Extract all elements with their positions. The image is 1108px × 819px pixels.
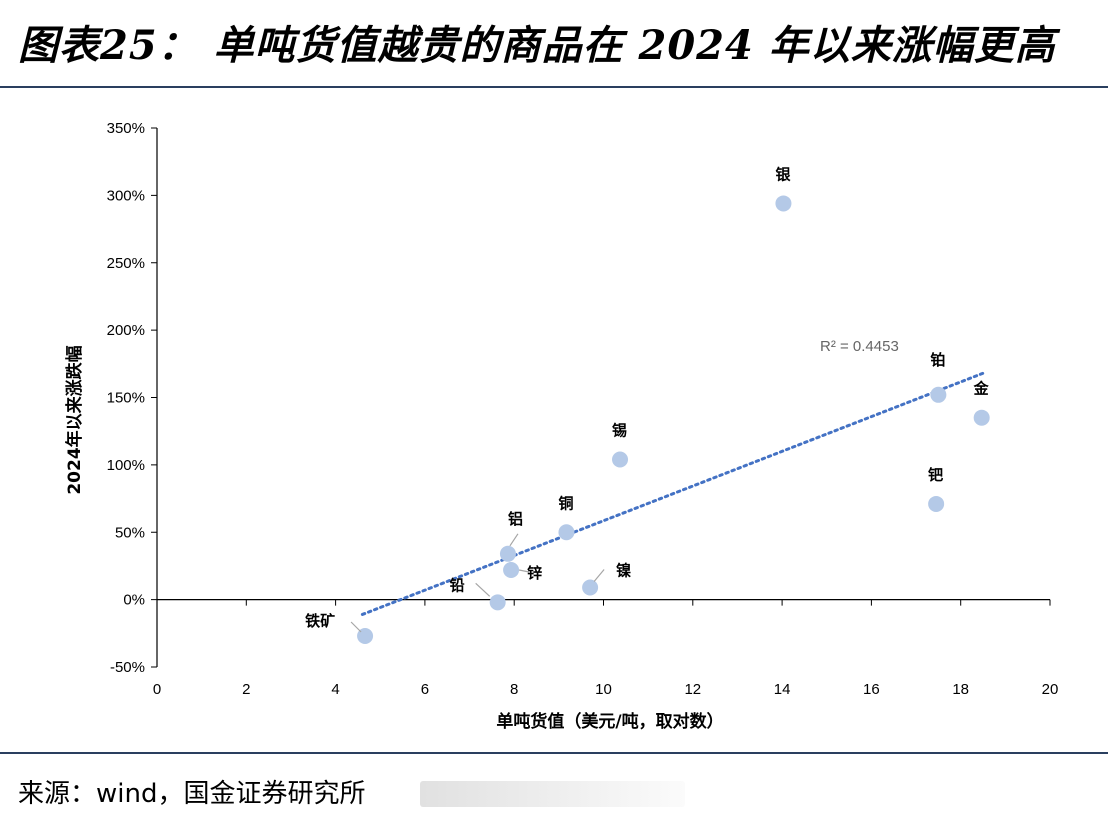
r-squared-label: R² = 0.4453 [820, 338, 899, 355]
point-label: 铝 [508, 510, 523, 528]
point-labels: 铁矿 铅 铝锌 铜镍 锡 银钯 铂金 [305, 165, 990, 633]
x-axis-title: 单吨货值（美元/吨，取对数） [496, 711, 723, 732]
footer-divider [0, 752, 1108, 754]
point-label: 锡 [612, 421, 627, 439]
y-tick-label: 0% [123, 592, 145, 609]
point-label: 铁矿 [305, 612, 335, 630]
x-tick-label: 14 [774, 681, 791, 698]
chart-axes: -50% 0% 50% 100% 150% 200% 250% 300% 350% 0 2 4 6 8 10… [107, 120, 1059, 698]
point-label: 镍 [616, 561, 631, 579]
x-tick-label: 16 [863, 681, 880, 698]
label-leader-line [518, 569, 530, 573]
data-point [775, 195, 792, 212]
y-tick-label: 350% [107, 120, 145, 137]
point-label: 铅 [450, 576, 465, 594]
source-note: 来源：wind，国金证券研究所 [18, 779, 366, 809]
x-tick-label: 2 [242, 681, 250, 698]
point-label: 银 [775, 165, 791, 183]
y-tick-label: 100% [107, 457, 145, 474]
data-point [928, 495, 945, 512]
data-point [503, 561, 520, 578]
data-point [973, 409, 990, 426]
x-tick-label: 20 [1042, 681, 1059, 698]
scatter-chart: -50% 0% 50% 100% 150% 200% 250% 300% 350% 0 2 4 6 8 10… [64, 120, 1059, 732]
y-tick-label: 200% [107, 322, 145, 339]
label-leader-line [593, 569, 605, 582]
x-tick-label: 18 [952, 681, 969, 698]
chart-title: 图表25： 单吨货值越贵的商品在 2024 年以来涨幅更高 [18, 22, 1056, 69]
y-tick-label: 50% [115, 524, 145, 541]
y-axis-title: 2024年以来涨跌幅 [64, 345, 85, 494]
x-tick-label: 0 [153, 681, 161, 698]
y-tick-label: 300% [107, 187, 145, 204]
label-leader-line [475, 582, 491, 597]
x-tick-label: 12 [684, 681, 701, 698]
data-point [489, 594, 506, 611]
x-tick-label: 10 [595, 681, 612, 698]
label-leader-line [350, 621, 362, 633]
data-point [930, 386, 947, 403]
x-tick-label: 6 [421, 681, 429, 698]
trendline-group [360, 371, 985, 616]
x-tick-label: 4 [331, 681, 339, 698]
point-label: 铂 [930, 351, 945, 369]
trendline [360, 371, 985, 616]
data-points [357, 195, 990, 645]
data-point [499, 545, 516, 562]
watermark [420, 781, 685, 807]
title-divider [0, 86, 1108, 88]
data-point [612, 451, 629, 468]
data-point [558, 524, 575, 541]
y-tick-label: -50% [110, 659, 145, 676]
point-label: 钯 [928, 466, 943, 484]
point-label: 铜 [558, 494, 573, 512]
y-tick-label: 250% [107, 255, 145, 272]
x-tick-label: 8 [510, 681, 518, 698]
point-label: 金 [973, 380, 990, 398]
label-leader-line [509, 533, 519, 547]
point-label: 锌 [527, 564, 542, 582]
y-tick-label: 150% [107, 390, 145, 407]
data-point [582, 579, 599, 596]
